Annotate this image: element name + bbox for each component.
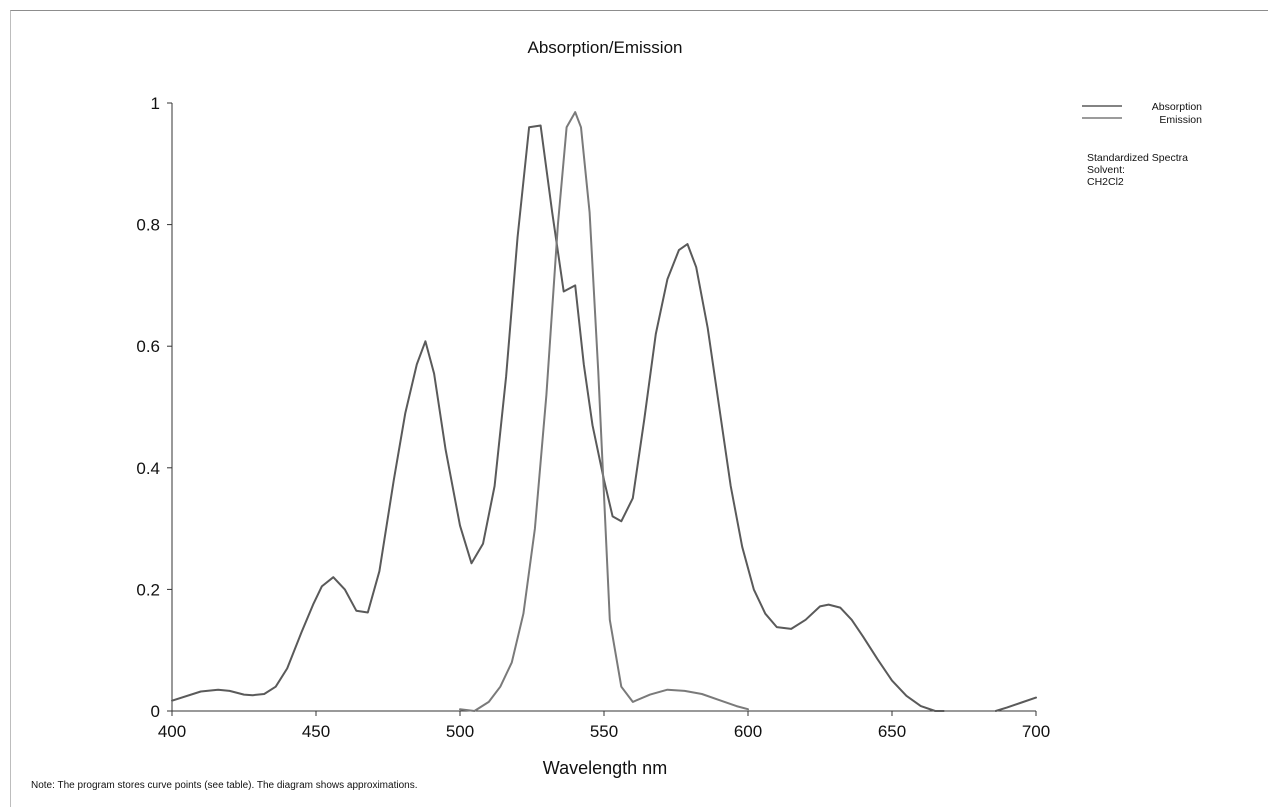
chart-series	[172, 112, 1036, 711]
x-tick-label: 450	[302, 722, 330, 741]
y-tick-label: 0.2	[136, 580, 160, 599]
x-tick-label: 600	[734, 722, 762, 741]
spectra-info: Standardized Spectra Solvent: CH2Cl2	[1087, 152, 1188, 188]
y-tick-label: 0.6	[136, 337, 160, 356]
series-absorption-tail-line	[996, 698, 1036, 711]
x-tick-label: 400	[158, 722, 186, 741]
x-axis-label: Wavelength nm	[543, 758, 667, 778]
chart-axes	[172, 103, 1036, 711]
x-tick-label: 650	[878, 722, 906, 741]
x-tick-label: 700	[1022, 722, 1050, 741]
chart-title: Absorption/Emission	[528, 38, 683, 57]
info-line-2: Solvent:	[1087, 164, 1125, 176]
y-tick-label: 0.8	[136, 216, 160, 235]
approximation-note: Note: The program stores curve points (s…	[31, 780, 417, 791]
x-tick-label: 550	[590, 722, 618, 741]
legend: Absorption Emission	[1082, 101, 1202, 126]
x-tick-label: 500	[446, 722, 474, 741]
chart-ticks: 400 450 500 550 600 650 700 0 0.2 0.4 0.6 0.8 1	[136, 94, 1050, 741]
info-line-1: Standardized Spectra	[1087, 152, 1188, 164]
series-absorption-line	[172, 126, 944, 712]
legend-absorption-label: Absorption	[1152, 101, 1202, 113]
info-line-3: CH2Cl2	[1087, 176, 1124, 188]
legend-emission-label: Emission	[1159, 114, 1202, 126]
y-tick-label: 0.4	[136, 459, 160, 478]
y-tick-label: 0	[151, 702, 160, 721]
y-tick-label: 1	[151, 94, 160, 113]
